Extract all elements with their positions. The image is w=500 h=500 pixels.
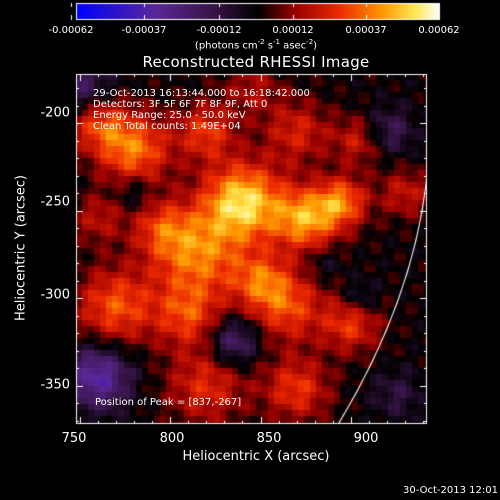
y-tick-label: -200 [40,105,70,121]
x-tick-label: 900 [353,431,379,446]
footer-timestamp: 30-Oct-2013 12:01 [403,485,498,496]
colorbar-tick: 0.00037 [345,25,387,36]
peak-position-label: Position of Peak = [837,-267] [95,397,242,408]
info-time-range: 29-Oct-2013 16:13:44.000 to 16:18:42.000 [93,88,310,99]
y-tick-label: -300 [40,287,70,303]
y-tick-label: -350 [40,377,70,393]
y-axis-label: Heliocentric Y (arcsec) [13,175,29,321]
y-tick-label: -250 [40,194,70,210]
x-tick-label: 750 [61,431,87,446]
colorbar-tick: 0.00012 [272,25,314,36]
colorbar-tick: -0.00062 [48,25,94,36]
info-clean-counts: Clean Total counts: 1.49E+04 [93,121,241,132]
plot-title: Reconstructed RHESSI Image [142,53,370,71]
x-tick-label: 850 [256,431,282,446]
colorbar-tick: -0.00012 [196,25,242,36]
x-axis-label: Heliocentric X (arcsec) [182,449,330,464]
info-energy-range: Energy Range: 25.0 - 50.0 keV [93,110,246,121]
colorbar-tick: -0.00037 [121,25,167,36]
colorbar-units: (photons cm-2 s-1 asec-2) [194,38,318,52]
colorbar-tick: 0.00062 [418,25,460,36]
info-detectors: Detectors: 3F 5F 6F 7F 8F 9F, Att 0 [93,99,268,110]
x-tick-label: 800 [159,431,185,446]
